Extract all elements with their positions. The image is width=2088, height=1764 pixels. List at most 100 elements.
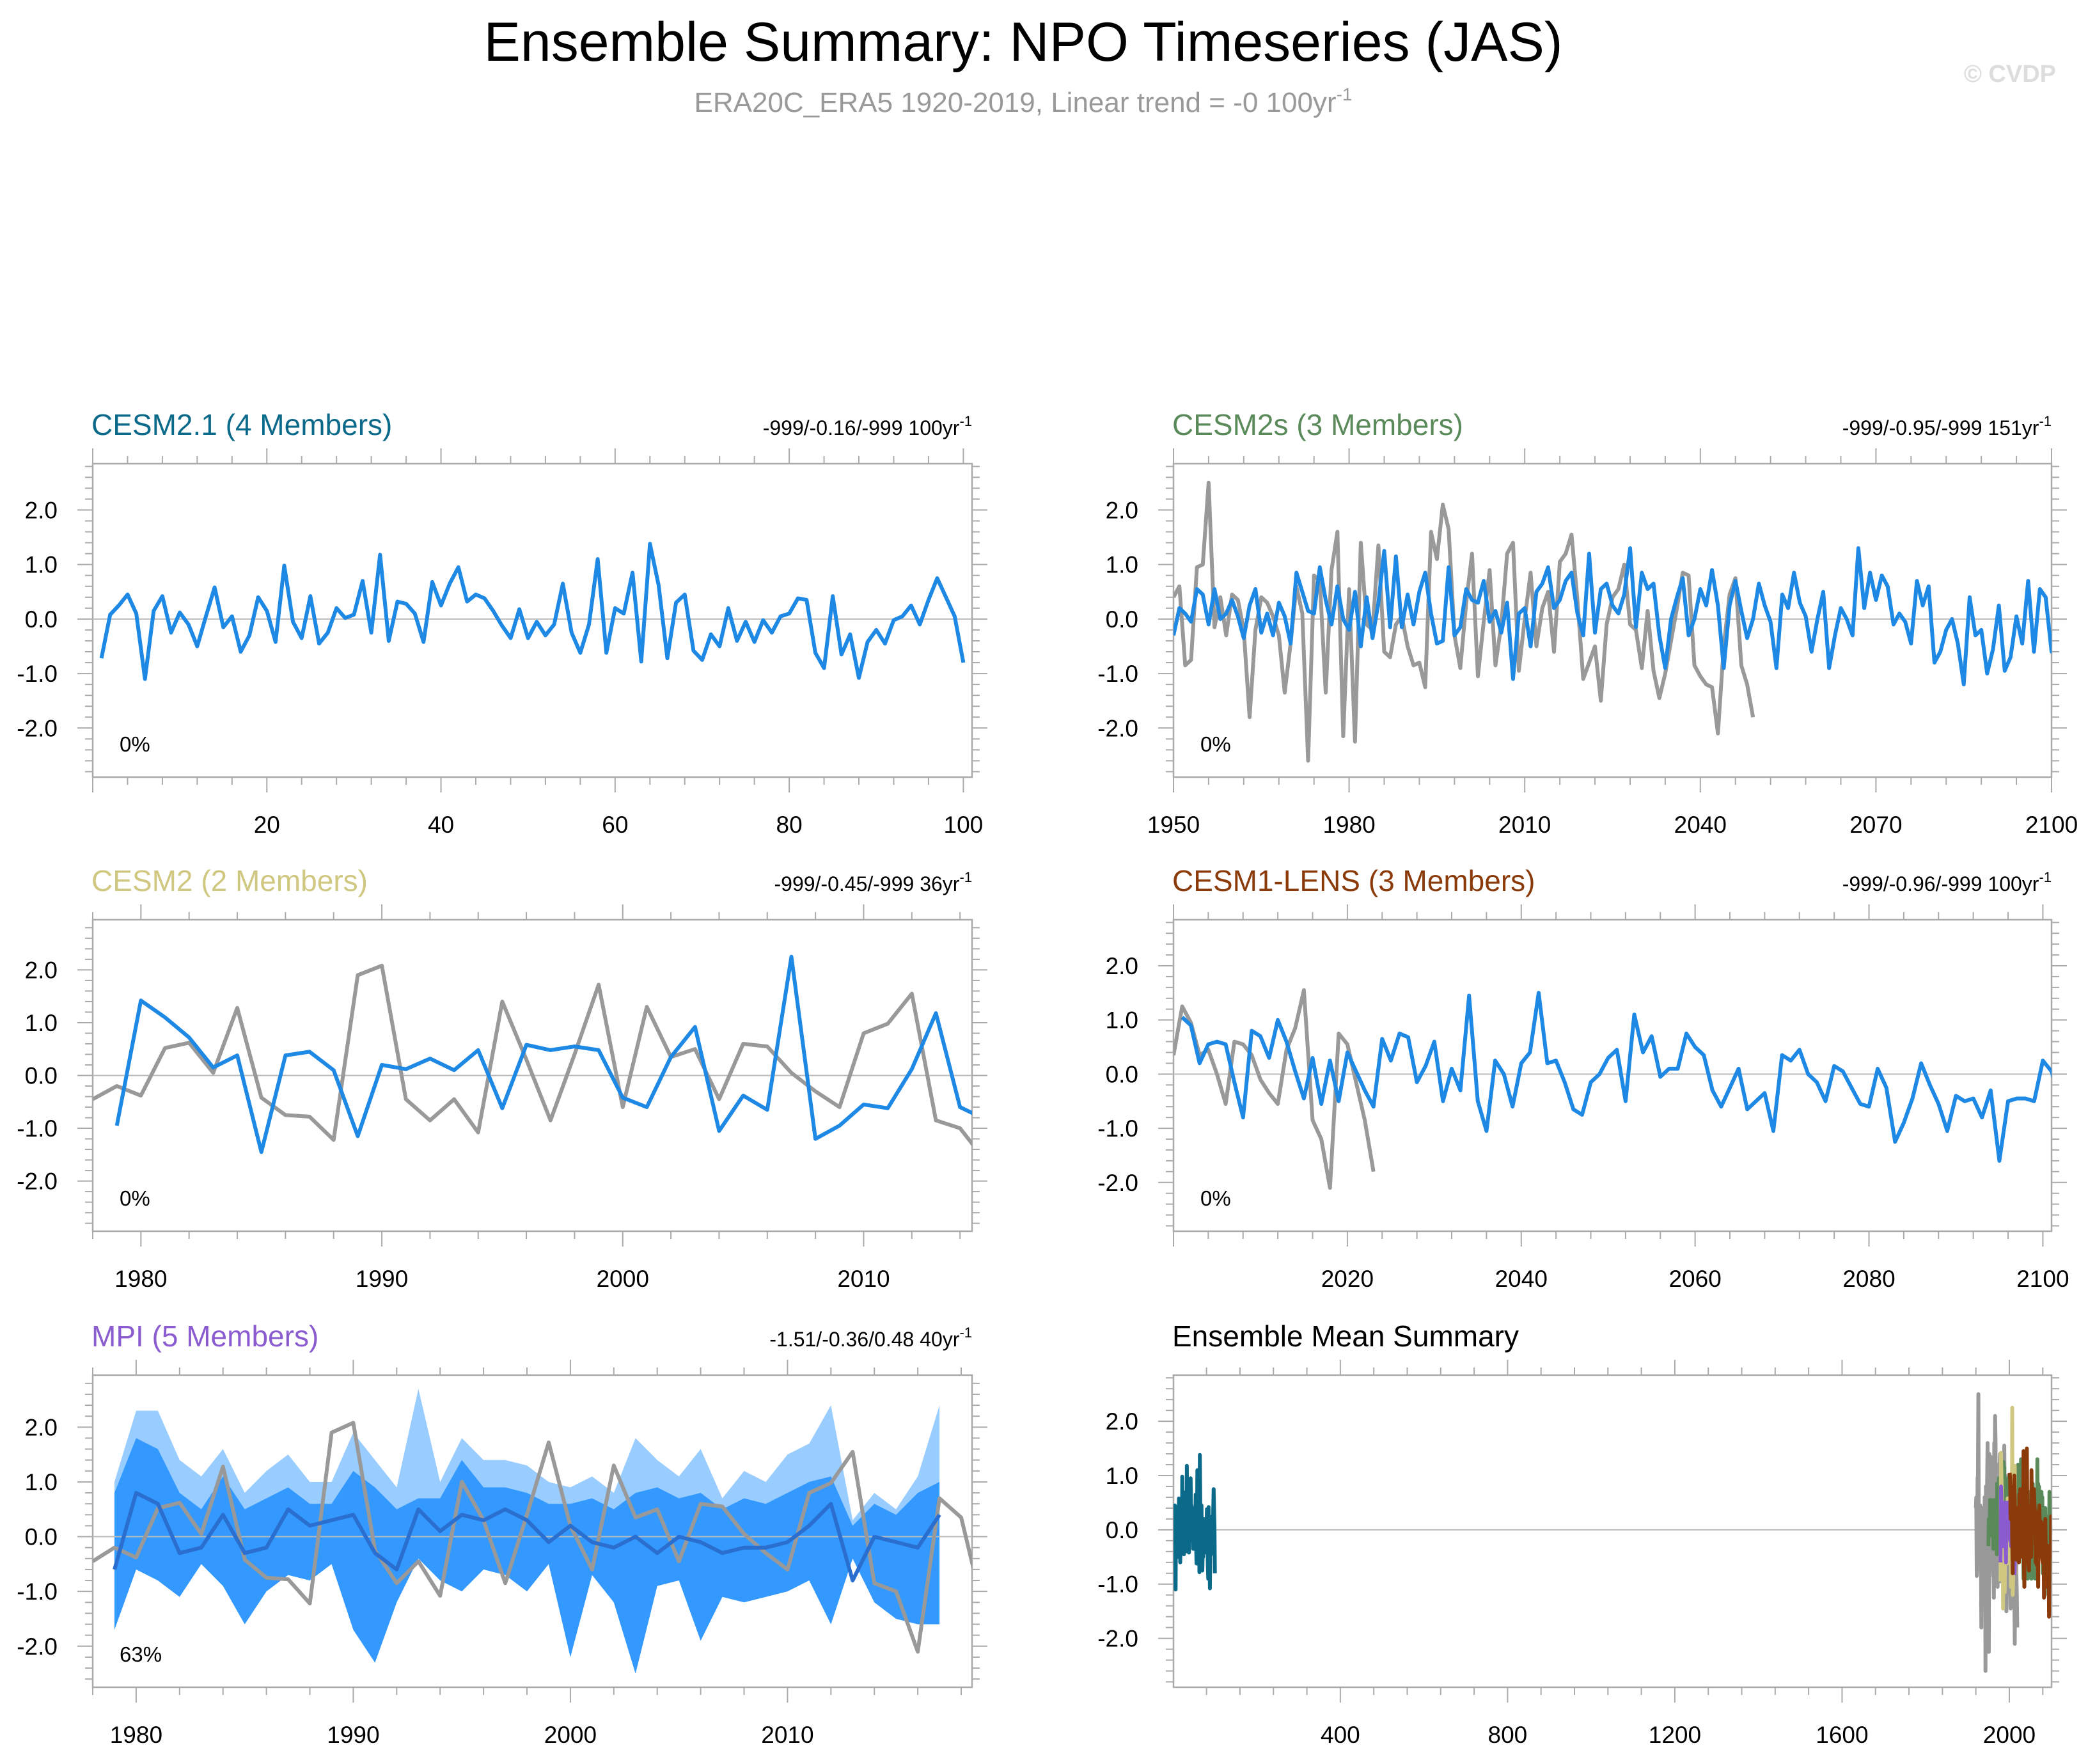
panel-stats-sup: -1 [2039, 413, 2052, 429]
plot-area [1174, 480, 2052, 763]
panel-stats: -999/-0.16/-999 100yr-1 [763, 413, 972, 439]
x-tick-label: 2000 [597, 1266, 649, 1292]
y-tick-label: -2.0 [17, 1634, 58, 1660]
panel-stats-text: -999/-0.16/-999 100yr [763, 416, 960, 439]
x-tick-label: 2040 [1495, 1266, 1548, 1292]
y-tick-label: 0.0 [1106, 1517, 1138, 1543]
panel-title: Ensemble Mean Summary [1172, 1319, 1519, 1353]
chart-panel-6: Ensemble Mean Summary 2.0 1.0 0.0 -1.0 -2.0 40… [1097, 1319, 2067, 1748]
y-tick-label: 2.0 [1106, 953, 1138, 979]
y-tick-label: -2.0 [17, 715, 58, 741]
panel-stats-text: -999/-0.96/-999 100yr [1842, 872, 2039, 895]
x-tick-label: 2000 [1983, 1722, 2036, 1748]
chart-panel-2: CESM2s (3 Members) -999/-0.95/-999 151yr-… [1097, 408, 2078, 838]
plot-area [1174, 988, 2052, 1190]
observation-series-line [93, 963, 972, 1147]
panel-stats-sup: -1 [2039, 869, 2052, 885]
panel-stats-sup: -1 [959, 1325, 972, 1341]
panel-percent-label: 0% [120, 732, 150, 756]
y-tick-label: 1.0 [1106, 1007, 1138, 1034]
y-tick-label: 1.0 [1106, 1463, 1138, 1489]
panel-stats: -999/-0.96/-999 100yr-1 [1842, 869, 2052, 895]
x-tick-label: 800 [1488, 1722, 1528, 1748]
y-tick-label: 2.0 [25, 957, 58, 983]
x-tick-label: 2010 [761, 1722, 813, 1748]
x-tick-label: 2070 [1849, 812, 1902, 838]
plot-area [93, 542, 972, 681]
chart-panel-3: CESM2 (2 Members) -999/-0.45/-999 36yr-1 0… [17, 864, 987, 1292]
x-tick-label: 1980 [110, 1722, 162, 1748]
y-tick-label: 2.0 [1106, 497, 1138, 523]
panel-title: CESM2 (2 Members) [91, 864, 368, 897]
panel-percent-label: 0% [120, 1186, 150, 1210]
x-tick-label: 100 [944, 812, 984, 838]
panel-percent-label: 0% [1200, 1186, 1231, 1210]
y-tick-label: -1.0 [1097, 1571, 1138, 1598]
ensemble-mean-line [113, 1491, 941, 1583]
observation-series-line [1174, 480, 1755, 763]
plot-frame [1172, 462, 2053, 778]
plot-area [93, 1389, 972, 1674]
x-tick-label: 2010 [837, 1266, 890, 1292]
chart-panel-4: CESM1-LENS (3 Members) -999/-0.96/-999 10… [1097, 864, 2069, 1292]
cesm1-lens-mean-summary-line [2007, 1446, 2052, 1619]
x-tick-label: 400 [1321, 1722, 1360, 1748]
panel-stats-text: -999/-0.95/-999 151yr [1842, 416, 2039, 439]
panel-stats-text: -999/-0.45/-999 36yr [774, 872, 959, 895]
x-tick-label: 1990 [327, 1722, 379, 1748]
plot-area [93, 954, 972, 1154]
x-tick-label: 2010 [1498, 812, 1551, 838]
y-tick-label: -1.0 [17, 1579, 58, 1605]
x-tick-label: 2100 [2016, 1266, 2069, 1292]
panel-stats: -1.51/-0.36/0.48 40yr-1 [769, 1325, 972, 1351]
y-tick-label: -2.0 [1097, 1170, 1138, 1196]
model-series-line [1181, 991, 2052, 1163]
x-tick-label: 80 [776, 812, 803, 838]
model-series-line [1174, 546, 2052, 687]
observation-series-line [1174, 988, 1376, 1190]
panel-stats-sup: -1 [959, 869, 972, 885]
panel-title: CESM2.1 (4 Members) [91, 408, 392, 441]
x-tick-label: 2020 [1321, 1266, 1374, 1292]
panel-percent-label: 0% [1200, 732, 1231, 756]
panels: CESM2.1 (4 Members) -999/-0.16/-999 100yr… [17, 408, 2078, 1748]
watermark: © CVDP [1964, 61, 2056, 88]
panel-title: CESM1-LENS (3 Members) [1172, 864, 1535, 897]
panel-stats-text: -1.51/-0.36/0.48 40yr [769, 1328, 959, 1351]
plot-frame [91, 462, 973, 778]
plot-frame [1172, 1374, 2053, 1689]
y-tick-label: -2.0 [1097, 715, 1138, 741]
figure-subtitle: ERA20C_ERA5 1920-2019, Linear trend = -0… [695, 84, 1353, 118]
y-tick-label: 0.0 [1106, 606, 1138, 633]
y-tick-label: -1.0 [1097, 1115, 1138, 1142]
x-tick-label: 2000 [544, 1722, 597, 1748]
y-tick-label: -2.0 [17, 1169, 58, 1195]
panel-title: CESM2s (3 Members) [1172, 408, 1463, 441]
x-tick-label: 1980 [114, 1266, 167, 1292]
spread-band-inner [114, 1438, 940, 1674]
plot-area [1174, 1392, 2052, 1673]
panel-stats-sup: -1 [959, 413, 972, 429]
x-tick-label: 2040 [1674, 812, 1727, 838]
y-tick-label: -1.0 [17, 661, 58, 687]
x-tick-label: 2080 [1842, 1266, 1895, 1292]
y-tick-label: -1.0 [1097, 661, 1138, 687]
panel-percent-label: 63% [120, 1642, 162, 1666]
model-series-line [99, 542, 966, 681]
x-tick-label: 20 [254, 812, 280, 838]
x-tick-label: 2100 [2025, 812, 2078, 838]
y-tick-label: 1.0 [25, 1010, 58, 1036]
y-tick-label: -2.0 [1097, 1626, 1138, 1652]
panel-title: MPI (5 Members) [91, 1319, 318, 1353]
y-tick-label: 2.0 [25, 1414, 58, 1440]
x-tick-label: 40 [428, 812, 454, 838]
y-tick-label: 0.0 [1106, 1061, 1138, 1087]
x-tick-label: 1600 [1816, 1722, 1868, 1748]
x-tick-label: 60 [602, 812, 628, 838]
figure-title: Ensemble Summary: NPO Timeseries (JAS) [484, 12, 1563, 73]
y-tick-label: 2.0 [1106, 1408, 1138, 1435]
chart-panel-1: CESM2.1 (4 Members) -999/-0.16/-999 100yr… [17, 408, 987, 838]
y-tick-label: 0.0 [25, 1063, 58, 1089]
panel-stats: -999/-0.45/-999 36yr-1 [774, 869, 972, 895]
